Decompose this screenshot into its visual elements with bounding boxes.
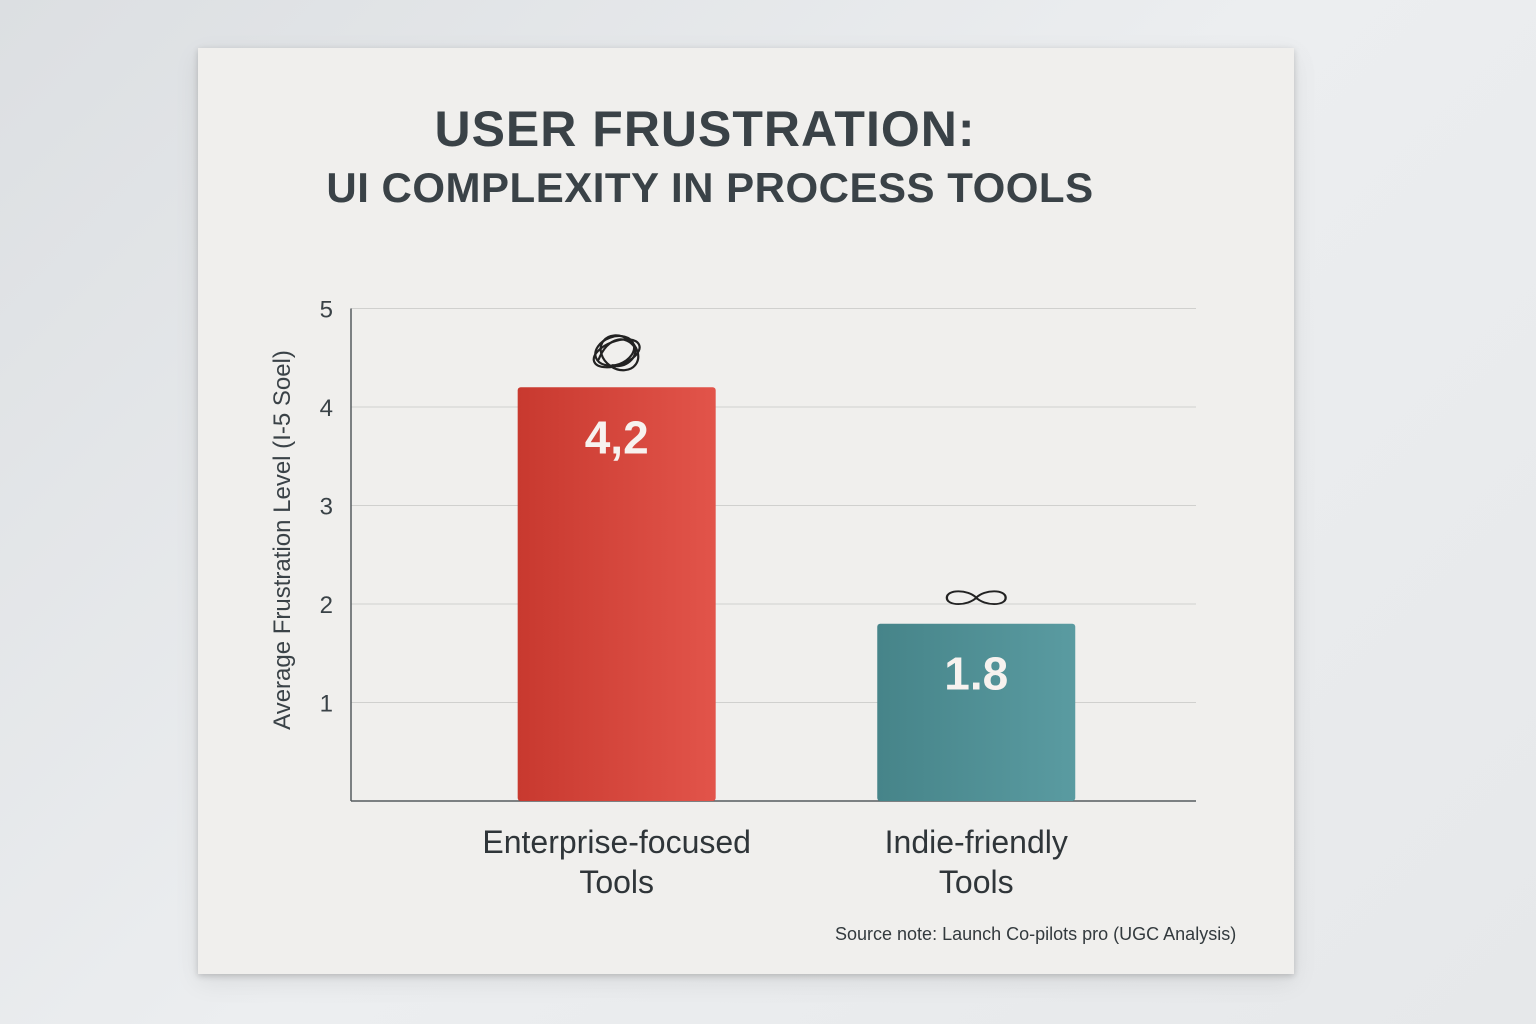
y-tick-label-5: 5 xyxy=(320,297,333,324)
chart-subtitle: UI COMPLEXITY IN PROCESS TOOLS xyxy=(326,164,1094,211)
bar-1 xyxy=(517,387,716,801)
tangle-icon xyxy=(592,334,641,372)
x-tick-label-1-line-1: Enterprise-focused xyxy=(482,824,751,860)
source-note: Source note: Launch Co-pilots pro (UGC A… xyxy=(835,924,1237,944)
infinity-path xyxy=(945,590,1007,606)
data-label-1: 4,2 xyxy=(585,411,649,463)
x-tick-label-2-line-1: Indie-friendly xyxy=(885,824,1068,860)
infinity-icon xyxy=(945,590,1007,606)
y-tick-label-1: 1 xyxy=(320,691,333,718)
y-tick-label-4: 4 xyxy=(320,395,333,422)
chart-title: USER FRUSTRATION: xyxy=(434,101,976,157)
bar-2 xyxy=(877,623,1076,801)
chart-card xyxy=(198,48,1294,974)
x-tick-label-1-line-2: Tools xyxy=(579,864,654,900)
y-tick-label-2: 2 xyxy=(320,592,333,619)
data-label-2: 1.8 xyxy=(944,648,1008,700)
tangle-swirl xyxy=(597,338,637,368)
y-tick-label-3: 3 xyxy=(320,494,333,521)
x-tick-label-2-line-2: Tools xyxy=(939,864,1014,900)
